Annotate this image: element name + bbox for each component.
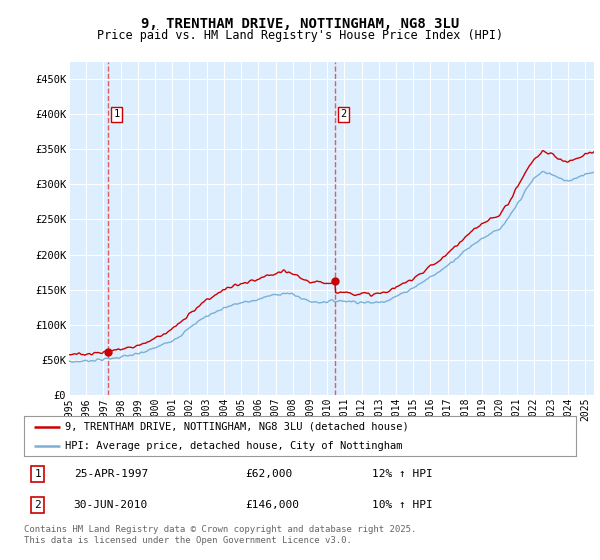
Text: Price paid vs. HM Land Registry's House Price Index (HPI): Price paid vs. HM Land Registry's House … [97, 29, 503, 42]
Text: 1: 1 [34, 469, 41, 479]
Text: 9, TRENTHAM DRIVE, NOTTINGHAM, NG8 3LU: 9, TRENTHAM DRIVE, NOTTINGHAM, NG8 3LU [141, 17, 459, 31]
Text: 9, TRENTHAM DRIVE, NOTTINGHAM, NG8 3LU (detached house): 9, TRENTHAM DRIVE, NOTTINGHAM, NG8 3LU (… [65, 422, 409, 432]
Text: Contains HM Land Registry data © Crown copyright and database right 2025.
This d: Contains HM Land Registry data © Crown c… [24, 525, 416, 545]
Text: 12% ↑ HPI: 12% ↑ HPI [372, 469, 433, 479]
Text: 10% ↑ HPI: 10% ↑ HPI [372, 500, 433, 510]
Text: £62,000: £62,000 [245, 469, 292, 479]
Text: 2: 2 [34, 500, 41, 510]
Text: £146,000: £146,000 [245, 500, 299, 510]
Text: 25-APR-1997: 25-APR-1997 [74, 469, 148, 479]
Text: 1: 1 [113, 109, 120, 119]
Text: HPI: Average price, detached house, City of Nottingham: HPI: Average price, detached house, City… [65, 441, 403, 451]
Text: 30-JUN-2010: 30-JUN-2010 [74, 500, 148, 510]
Text: 2: 2 [340, 109, 347, 119]
